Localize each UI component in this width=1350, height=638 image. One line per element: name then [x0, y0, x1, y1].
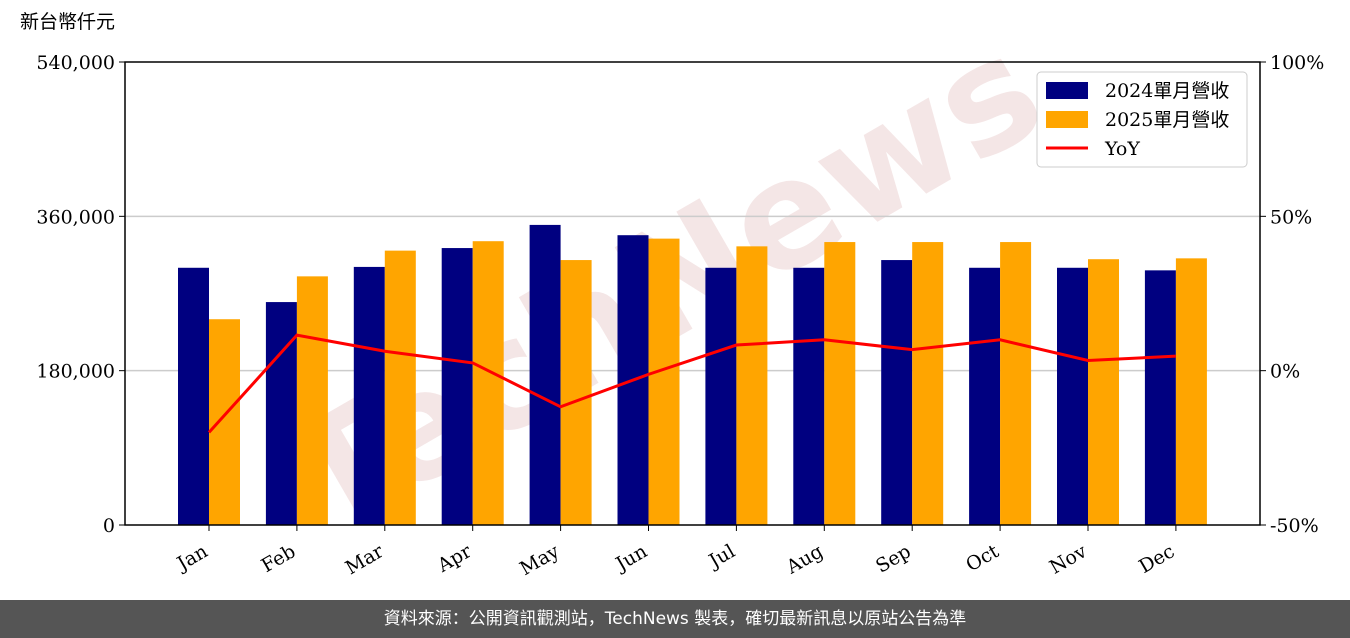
x-tick-label: Dec [1135, 540, 1178, 578]
x-tick-label: Feb [258, 540, 300, 577]
bar [441, 248, 473, 525]
bar [1088, 259, 1119, 525]
legend-box [1036, 71, 1248, 168]
bar [384, 250, 416, 525]
bar [265, 302, 297, 525]
legend-label: YoY [1104, 138, 1140, 160]
y2-tick-label: 0% [1270, 361, 1300, 383]
bar [912, 242, 944, 526]
x-tick-label: Aug [782, 540, 827, 579]
x-tick-label: Sep [872, 540, 915, 577]
bar [1000, 242, 1032, 526]
y2-tick-label: -50% [1270, 515, 1319, 537]
bar [824, 242, 856, 526]
bar [1057, 267, 1088, 525]
bar [209, 319, 240, 525]
bar [472, 241, 504, 525]
bar [353, 266, 385, 525]
bar [560, 260, 592, 525]
y-tick-label: 0 [103, 515, 115, 537]
bar [1175, 258, 1207, 525]
bar [705, 267, 737, 525]
bar [178, 267, 209, 525]
x-tick-label: Nov [1046, 540, 1091, 579]
bar [1144, 270, 1176, 525]
bar [296, 276, 328, 525]
plot-frame [124, 61, 1261, 526]
y-tick-label: 360,000 [36, 206, 115, 228]
legend-label: 2024單月營收 [1105, 80, 1229, 102]
bar [881, 260, 913, 525]
x-tick-label: Jun [610, 540, 651, 576]
x-tick-label: May [516, 540, 563, 580]
legend-swatch [1046, 111, 1088, 128]
y2-tick-label: 50% [1270, 206, 1312, 228]
x-tick-label: Jan [172, 540, 212, 576]
x-tick-label: Apr [433, 540, 476, 577]
bar [793, 267, 825, 525]
bar [648, 238, 680, 526]
y-tick-label: 180,000 [36, 361, 115, 383]
bar [736, 246, 768, 525]
x-tick-label: Oct [962, 540, 1003, 576]
y-tick-label: 540,000 [36, 52, 115, 74]
line [207, 333, 1176, 434]
bar [969, 267, 1001, 525]
y2-tick-label: 100% [1270, 52, 1324, 74]
x-tick-label: Jul [704, 540, 739, 573]
footer: 資料來源：公開資訊觀測站，TechNews 製表，確切最新訊息以原站公告為準 [0, 600, 1350, 638]
chart: 新台幣仟元 TechNews 0180,000360,000540,000-50… [20, 2, 1324, 580]
legend-label: 2025單月營收 [1105, 109, 1229, 131]
legend-swatch [1046, 82, 1088, 99]
bar [529, 224, 561, 525]
y-axis-label: 新台幣仟元 [20, 11, 115, 33]
